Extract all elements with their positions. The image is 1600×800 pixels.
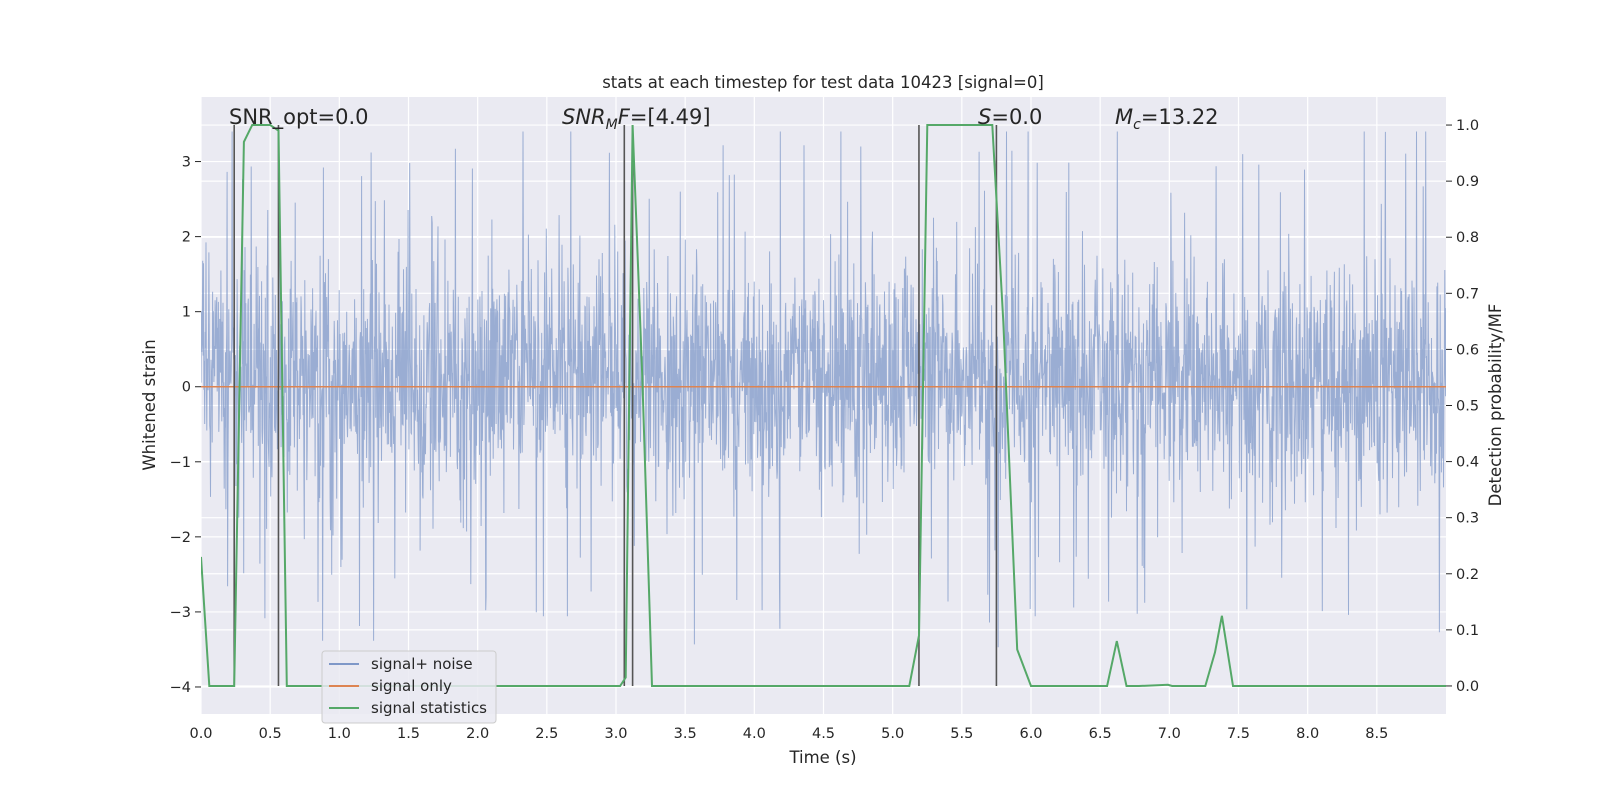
x-tick-label: 8.0: [1296, 726, 1319, 742]
x-tick-label: 3.5: [674, 726, 697, 742]
y-left-tick-label: 2: [182, 230, 191, 246]
legend-label-stats: signal statistics: [371, 699, 487, 717]
annotation-mc-sub: c: [1133, 117, 1141, 133]
x-axis-ticks: 0.0 0.5 1.0 1.5 2.0 2.5 3.0 3.5 4.0 4.5 5.0 5.5 6.0 6…: [189, 726, 1388, 742]
chart-title: stats at each timestep for test data 104…: [602, 73, 1044, 92]
y-right-tick-label: 0.7: [1456, 286, 1479, 302]
annotation-s: S=0.0: [978, 105, 1042, 129]
y-left-tick-label: 1: [182, 305, 191, 321]
y-right-tick-label: 0.6: [1456, 342, 1479, 358]
y-right-tick-label: 0.5: [1456, 399, 1479, 415]
annotation-s-suffix: =0.0: [991, 105, 1042, 129]
y-right-tick-label: 1.0: [1456, 118, 1479, 134]
annotation-snr-opt: SNR_opt=0.0: [229, 105, 369, 130]
x-tick-label: 2.0: [466, 726, 489, 742]
annotation-snr-mf: SNRMF=[4.49]: [562, 105, 711, 133]
y-left-tick-label: 0: [182, 380, 191, 396]
detection-markers: [233, 125, 998, 686]
annotation-mc: Mc=13.22: [1115, 105, 1219, 133]
annotation-s-italic: S: [978, 105, 991, 129]
y-right-tick-label: 0.1: [1456, 623, 1479, 639]
y-left-tick-label: −3: [170, 605, 191, 621]
legend: signal+ noise signal only signal statist…: [321, 650, 497, 724]
y-left-tick-label: 3: [182, 155, 191, 171]
y-left-tick-label: −4: [170, 680, 191, 696]
annotation-snr-mf-sub: M: [606, 117, 618, 133]
y-right-tick-label: 0.3: [1456, 511, 1479, 527]
series-signal-plus-noise: [201, 131, 1446, 648]
series-signal-statistics: [201, 124, 1446, 687]
x-tick-label: 7.5: [1227, 726, 1250, 742]
x-tick-label: 7.0: [1158, 726, 1181, 742]
x-tick-label: 4.0: [743, 726, 766, 742]
y-right-tick-label: 0.8: [1456, 230, 1479, 246]
x-tick-label: 6.5: [1089, 726, 1112, 742]
y-right-tick-label: 0.4: [1456, 455, 1479, 471]
annotation-snr-mf-prefix: SNR: [562, 105, 606, 129]
annotation-snr-mf-mid: F: [618, 105, 631, 129]
legend-label-noise: signal+ noise: [371, 655, 473, 673]
x-tick-label: 8.5: [1365, 726, 1388, 742]
right-y-axis-label: Detection probability/MF: [1486, 304, 1505, 507]
x-tick-label: 4.5: [812, 726, 835, 742]
x-tick-label: 1.5: [397, 726, 420, 742]
annotation-snr-mf-suffix: =[4.49]: [630, 105, 711, 129]
y-right-tick-label: 0.2: [1456, 567, 1479, 583]
left-y-axis-label: Whitened strain: [140, 339, 159, 470]
y-left-tick-label: −2: [170, 530, 191, 546]
right-y-axis-ticks: 1.0 0.9 0.8 0.7 0.6 0.5 0.4 0.3 0.2 0.1 0.0: [1446, 118, 1479, 695]
x-tick-label: 1.0: [328, 726, 351, 742]
x-tick-label: 3.0: [604, 726, 627, 742]
x-tick-label: 0.0: [189, 726, 212, 742]
annotation-mc-italic: M: [1115, 105, 1133, 129]
legend-label-signal: signal only: [371, 677, 452, 695]
x-tick-label: 0.5: [259, 726, 282, 742]
x-tick-label: 2.5: [535, 726, 558, 742]
x-tick-label: 5.5: [950, 726, 973, 742]
x-axis-label: Time (s): [788, 748, 856, 767]
left-y-axis-ticks: 3 2 1 0 −1 −2 −3 −4: [170, 155, 201, 696]
y-left-tick-label: −1: [170, 455, 191, 471]
y-right-tick-label: 0.0: [1456, 679, 1479, 695]
legend-box: [321, 650, 497, 724]
y-right-tick-label: 0.9: [1456, 174, 1479, 190]
annotation-mc-suffix: =13.22: [1141, 105, 1219, 129]
x-tick-label: 5.0: [881, 726, 904, 742]
x-tick-label: 6.0: [1019, 726, 1042, 742]
